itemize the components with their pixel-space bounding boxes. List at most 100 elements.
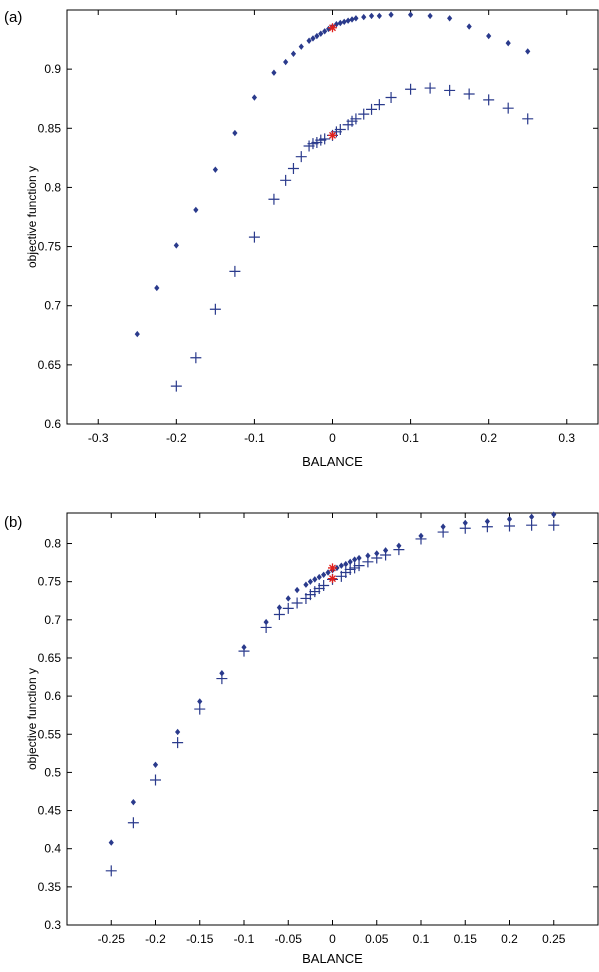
y-tick-label: 0.6 <box>44 417 61 431</box>
data-point-diamond <box>175 728 181 736</box>
y-tick-label: 0.65 <box>38 651 62 665</box>
y-tick-label: 0.9 <box>44 62 61 76</box>
data-point-plus <box>415 533 427 545</box>
data-point-diamond <box>173 242 179 249</box>
data-point-diamond <box>310 35 316 42</box>
data-point-diamond <box>376 12 382 20</box>
y-tick-label: 0.4 <box>44 842 61 856</box>
data-point-plus <box>209 303 221 315</box>
panel-label: (a) <box>4 9 22 26</box>
data-point-diamond <box>353 15 359 22</box>
x-tick-label: -0.05 <box>275 932 303 946</box>
data-point-plus <box>502 102 514 114</box>
data-point-diamond <box>314 32 320 40</box>
x-tick-label: 0.3 <box>558 431 575 445</box>
data-point-diamond <box>290 50 297 57</box>
data-point-diamond <box>349 16 355 23</box>
data-point-plus <box>190 352 202 364</box>
y-tick-label: 0.3 <box>44 918 61 932</box>
data-point-diamond <box>345 17 351 24</box>
data-point-plus <box>313 583 325 595</box>
data-point-plus <box>358 108 370 120</box>
data-point-diamond <box>316 573 322 581</box>
data-point-plus <box>504 520 515 532</box>
x-axis-label: BALANCE <box>302 454 363 469</box>
data-point-diamond <box>506 515 513 523</box>
x-tick-label: 0 <box>329 932 336 946</box>
data-point-diamond <box>193 206 199 214</box>
data-point-plus <box>380 549 392 561</box>
data-point-plus <box>444 84 456 96</box>
data-point-plus <box>483 94 495 106</box>
data-point-diamond <box>130 798 136 806</box>
y-tick-label: 0.7 <box>44 613 61 627</box>
y-tick-label: 0.7 <box>44 299 61 313</box>
x-axis-label: BALANCE <box>302 951 363 966</box>
data-point-diamond <box>338 562 344 569</box>
data-point-diamond <box>294 586 300 594</box>
data-point-diamond <box>356 554 362 562</box>
y-tick-label: 0.8 <box>44 180 61 194</box>
data-point-plus <box>127 817 139 829</box>
panel-label: (b) <box>4 514 22 531</box>
data-point-diamond <box>337 19 343 27</box>
data-point-plus <box>194 703 206 715</box>
data-point-diamond <box>486 32 492 40</box>
data-point-diamond <box>525 48 531 55</box>
data-point-diamond <box>108 839 114 846</box>
data-point-diamond <box>212 166 218 173</box>
data-point-plus <box>344 563 356 575</box>
data-point-plus <box>318 579 330 591</box>
x-tick-label: -0.2 <box>166 431 187 445</box>
highlight-point <box>328 563 337 573</box>
data-point-diamond <box>307 578 313 585</box>
y-tick-label: 0.35 <box>38 880 62 894</box>
x-tick-label: -0.1 <box>244 431 265 445</box>
x-tick-label: -0.15 <box>186 932 214 946</box>
x-tick-label: 0.15 <box>454 932 478 946</box>
y-tick-label: 0.45 <box>38 804 62 818</box>
x-tick-label: -0.3 <box>88 431 109 445</box>
y-tick-label: 0.65 <box>38 358 62 372</box>
data-point-plus <box>260 621 272 633</box>
data-point-plus <box>304 589 316 601</box>
data-point-diamond <box>505 39 511 47</box>
data-point-diamond <box>529 513 535 521</box>
data-point-diamond <box>347 558 353 566</box>
data-point-diamond <box>197 698 203 705</box>
data-point-diamond <box>322 28 328 35</box>
x-tick-label: 0.2 <box>501 932 518 946</box>
data-point-plus <box>229 265 241 277</box>
x-tick-label: -0.2 <box>145 932 166 946</box>
data-point-plus <box>282 602 294 614</box>
y-tick-label: 0.6 <box>44 689 61 703</box>
data-point-plus <box>287 163 299 175</box>
data-point-diamond <box>466 23 472 30</box>
x-tick-label: 0 <box>329 431 336 445</box>
y-tick-label: 0.85 <box>38 121 62 135</box>
data-point-plus <box>273 608 285 620</box>
data-point-plus <box>548 519 560 531</box>
data-point-diamond <box>154 284 160 292</box>
y-tick-label: 0.75 <box>38 575 62 589</box>
data-point-diamond <box>285 595 291 602</box>
x-tick-label: -0.1 <box>234 932 255 946</box>
data-point-diamond <box>318 30 324 37</box>
data-point-plus <box>393 544 405 556</box>
data-point-plus <box>238 645 250 657</box>
data-point-plus <box>340 567 352 579</box>
data-point-diamond <box>352 556 358 563</box>
data-point-diamond <box>298 43 304 50</box>
y-axis-label: objective function y <box>25 668 39 770</box>
data-point-plus <box>366 103 378 115</box>
x-tick-label: 0.2 <box>480 431 497 445</box>
data-point-plus <box>362 556 374 568</box>
x-tick-label: 0.1 <box>402 431 419 445</box>
x-tick-label: 0.25 <box>542 932 566 946</box>
data-point-plus <box>170 380 182 392</box>
y-tick-label: 0.5 <box>44 765 61 779</box>
data-point-plus <box>150 774 161 786</box>
x-tick-label: -0.25 <box>98 932 126 946</box>
data-point-diamond <box>341 18 347 26</box>
data-point-diamond <box>303 581 309 588</box>
